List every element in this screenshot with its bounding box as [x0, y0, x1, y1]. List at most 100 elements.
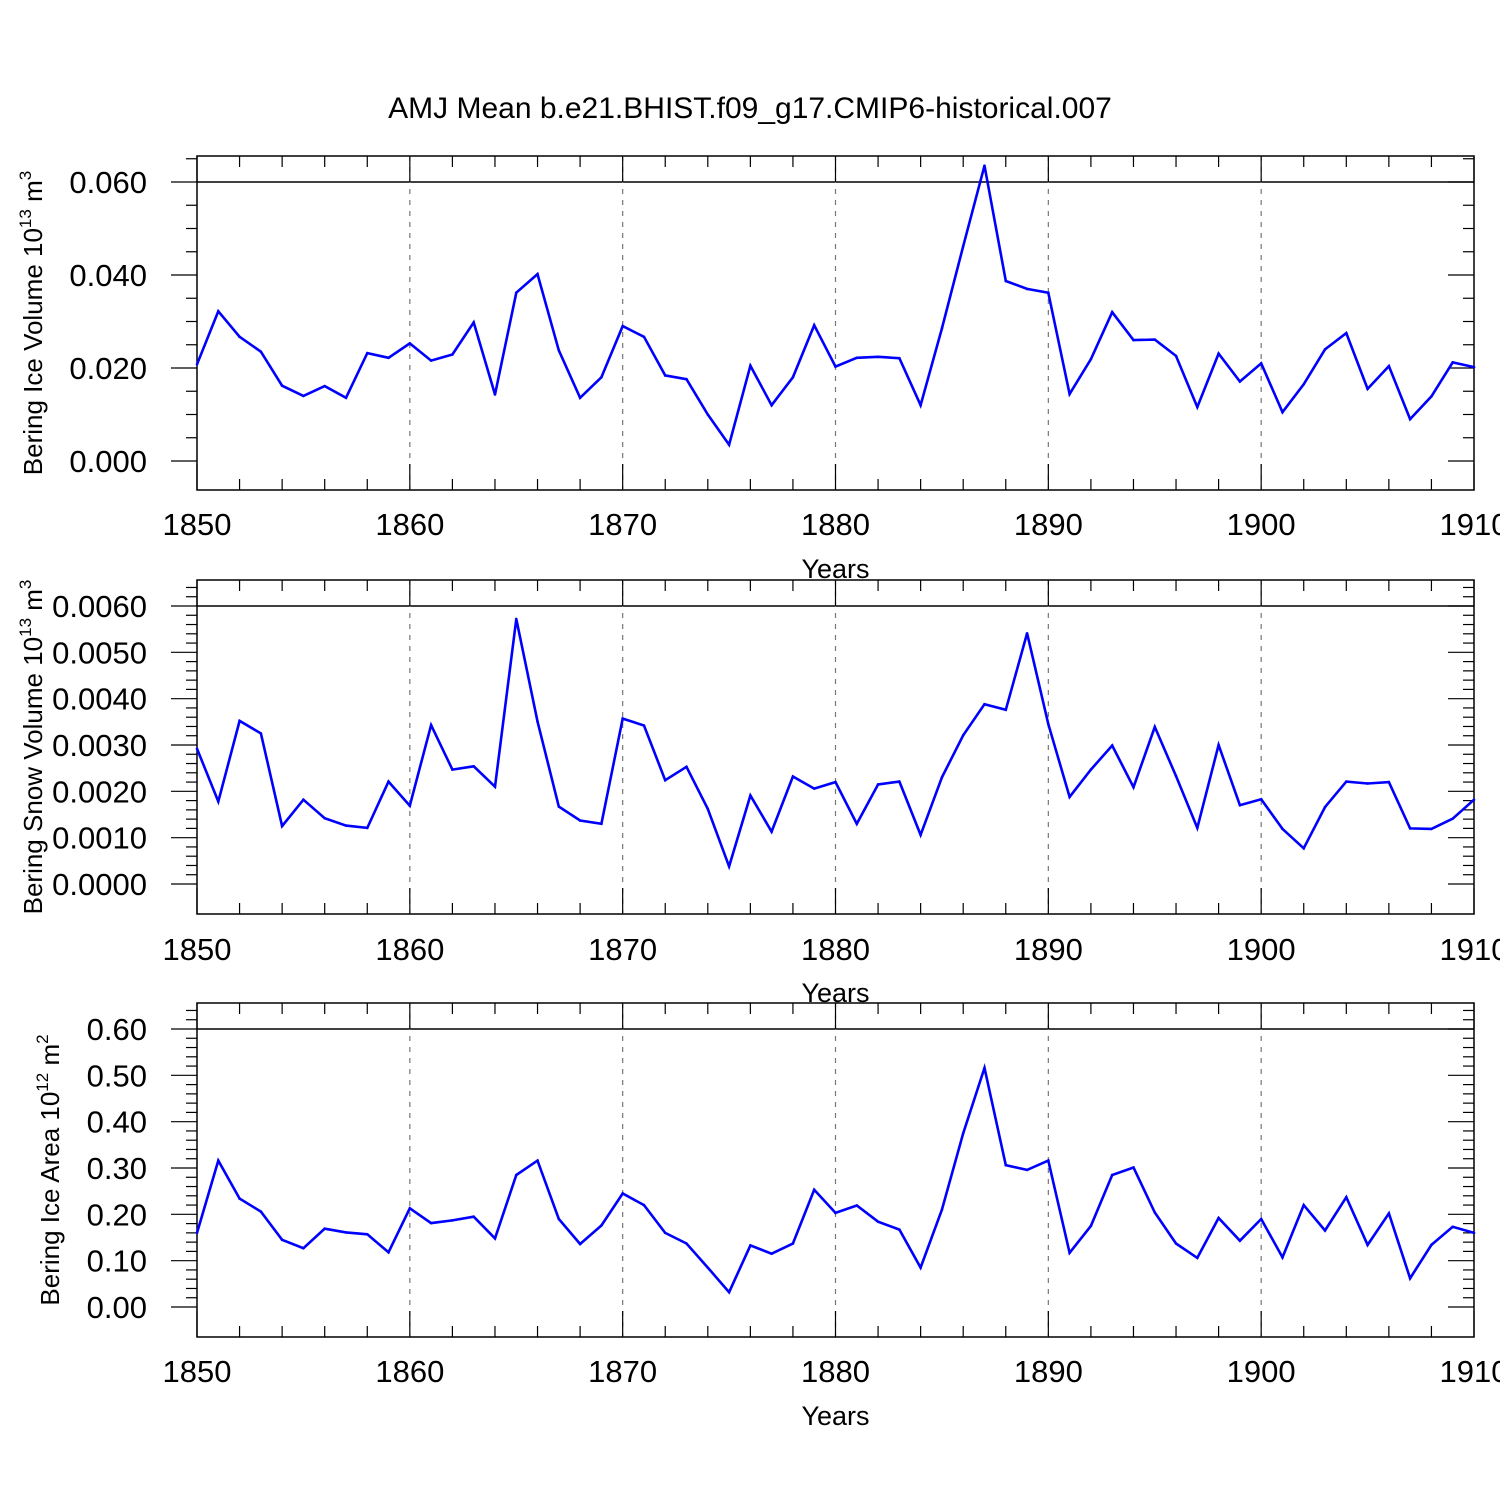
- data-point: [536, 720, 539, 723]
- data-point: [770, 830, 773, 833]
- data-point: [408, 1207, 412, 1210]
- data-point: [493, 785, 497, 788]
- data-point: [621, 324, 624, 328]
- data-point: [600, 376, 603, 379]
- data-point: [855, 1204, 859, 1207]
- data-point: [1451, 817, 1455, 820]
- data-point: [195, 1231, 199, 1235]
- y-tick-label: 0.060: [69, 165, 147, 200]
- data-point: [1153, 338, 1157, 341]
- y-tick-label: 0.0030: [52, 728, 147, 763]
- data-point: [940, 1208, 944, 1211]
- data-point: [1196, 826, 1199, 830]
- data-point: [1025, 1168, 1029, 1172]
- data-point: [919, 833, 922, 837]
- data-point: [685, 1242, 688, 1245]
- x-tick-label: 1860: [375, 507, 444, 542]
- data-point: [706, 413, 710, 416]
- y-axis-label: Bering Ice Area 1012 m2: [33, 1034, 65, 1305]
- x-tick-label: 1880: [801, 932, 870, 967]
- chart-panel-3: 1850 1860 1870 1880 1890 1900 1910 Years 0.00 0.1…: [33, 1002, 1500, 1431]
- data-point: [344, 1231, 348, 1234]
- y-axis-label-exp: 13: [16, 618, 35, 637]
- data-point: [387, 356, 390, 360]
- data-point: [1345, 1195, 1348, 1199]
- data-point: [1430, 395, 1433, 398]
- y-tick-label: 0.10: [87, 1244, 147, 1279]
- data-point: [663, 778, 667, 782]
- y-axis-label-unit-exp: 3: [16, 580, 35, 589]
- data-point: [663, 1231, 667, 1235]
- y-axis-label-exp: 12: [33, 1073, 52, 1092]
- data-point: [280, 1238, 284, 1242]
- data-point: [1281, 1256, 1284, 1259]
- data-point: [259, 1210, 263, 1213]
- data-point: [791, 775, 795, 778]
- x-tick-label: 1900: [1227, 932, 1296, 967]
- data-point: [1408, 1276, 1412, 1280]
- data-point: [940, 327, 944, 330]
- data-point: [1153, 725, 1157, 729]
- data-point: [1323, 1229, 1327, 1232]
- data-point: [1281, 827, 1284, 831]
- y-tick-label: 0.000: [69, 444, 147, 479]
- data-point: [387, 1251, 390, 1254]
- data-point: [1004, 708, 1008, 712]
- x-tick-label: 1850: [163, 1354, 232, 1389]
- data-point: [1047, 291, 1050, 294]
- y-tick-label: 0.040: [69, 258, 147, 293]
- data-point: [1132, 785, 1135, 789]
- chart-panel-2: 1850 1860 1870 1880 1890 1900 1910Years0.00000…: [16, 579, 1500, 1008]
- data-point: [1174, 774, 1178, 778]
- x-tick-label: 1890: [1014, 1354, 1083, 1389]
- data-point: [1238, 1239, 1242, 1243]
- data-point: [1366, 387, 1369, 391]
- data-point: [1430, 1243, 1433, 1247]
- data-point: [238, 335, 241, 339]
- y-axis-label-unit-exp: 3: [16, 171, 35, 180]
- data-point: [536, 1159, 539, 1162]
- data-point: [578, 1242, 582, 1246]
- data-point: [259, 350, 263, 354]
- data-point: [1047, 722, 1050, 726]
- data-point: [1217, 352, 1220, 355]
- data-point: [1430, 827, 1433, 831]
- data-point: [365, 1232, 369, 1236]
- data-point: [1196, 405, 1199, 409]
- data-point: [472, 321, 475, 324]
- data-point: [408, 342, 412, 345]
- data-point: [451, 353, 454, 356]
- data-point: [365, 826, 369, 830]
- data-point: [1238, 380, 1242, 383]
- x-tick-label: 1850: [163, 932, 232, 967]
- y-axis-label-text: Bering Ice Volume 10: [18, 228, 48, 475]
- data-point: [557, 349, 561, 352]
- data-point: [1472, 798, 1476, 801]
- data-point: [642, 335, 646, 339]
- y-tick-label: 0.30: [87, 1151, 147, 1186]
- data-point: [961, 733, 965, 737]
- data-point: [1047, 1159, 1050, 1162]
- data-point: [876, 1220, 880, 1224]
- data-point: [1323, 805, 1327, 809]
- data-point: [1174, 1242, 1178, 1245]
- data-point: [855, 356, 859, 360]
- data-point: [1259, 362, 1263, 365]
- data-point: [749, 794, 752, 797]
- data-point: [983, 702, 986, 706]
- data-point: [1110, 1173, 1114, 1177]
- x-tick-label: 1860: [375, 1354, 444, 1389]
- data-point: [302, 1246, 305, 1250]
- data-point: [1238, 803, 1242, 807]
- data-point: [302, 798, 305, 801]
- data-point: [834, 780, 837, 784]
- data-point: [1068, 795, 1071, 799]
- y-tick-label: 0.60: [87, 1012, 147, 1047]
- x-tick-label: 1890: [1014, 507, 1083, 542]
- data-point: [876, 355, 880, 359]
- data-point: [749, 364, 752, 367]
- data-point: [1472, 1231, 1476, 1235]
- data-point: [1387, 1212, 1391, 1215]
- data-point: [642, 724, 646, 727]
- data-point: [1110, 310, 1114, 314]
